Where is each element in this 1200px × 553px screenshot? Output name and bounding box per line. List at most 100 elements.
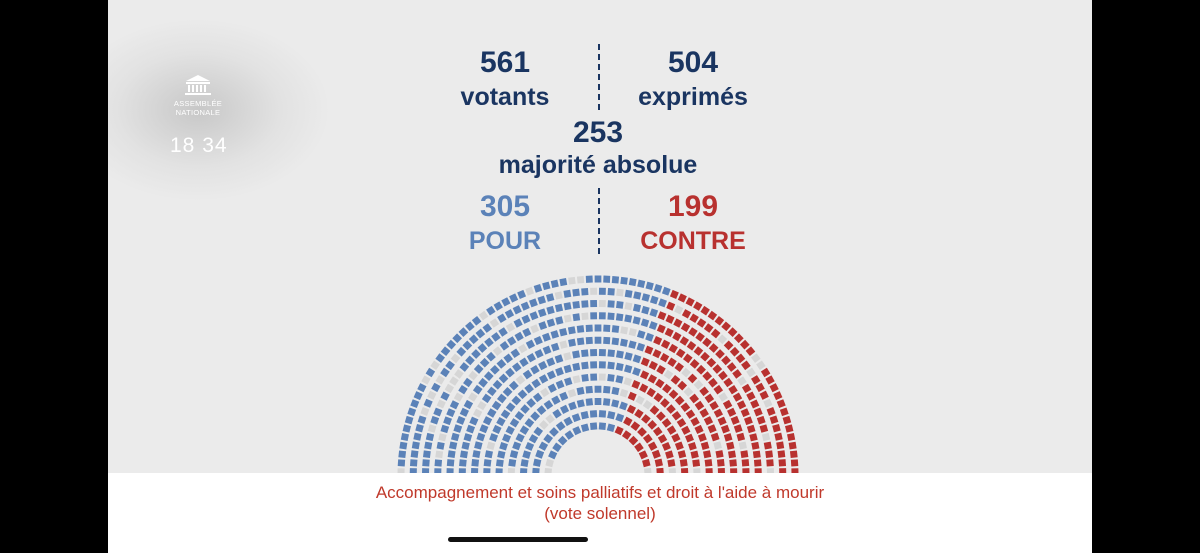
seat xyxy=(461,441,470,450)
seat xyxy=(477,400,487,411)
seat xyxy=(628,327,637,337)
seat xyxy=(572,313,581,322)
seat xyxy=(580,411,589,420)
seat xyxy=(536,405,547,416)
seat xyxy=(626,404,636,415)
seat xyxy=(688,327,698,337)
seat xyxy=(709,400,719,411)
seat xyxy=(680,402,691,412)
seat xyxy=(728,384,738,395)
seat xyxy=(567,388,577,398)
seat xyxy=(696,364,706,375)
seat xyxy=(666,425,677,435)
seat xyxy=(506,336,517,346)
seat xyxy=(433,407,443,417)
seat xyxy=(637,279,646,288)
seat xyxy=(624,289,633,298)
seat xyxy=(740,408,750,418)
seat xyxy=(756,415,766,425)
seat xyxy=(554,354,564,364)
seat xyxy=(774,432,783,441)
seat xyxy=(435,353,445,363)
seat xyxy=(468,334,479,345)
footer-banner: Accompagnement et soins palliatifs et dr… xyxy=(108,473,1092,553)
seat xyxy=(659,353,670,363)
seat xyxy=(736,432,746,442)
seat xyxy=(700,305,710,316)
seat xyxy=(512,305,522,315)
seat xyxy=(749,433,758,442)
seat xyxy=(585,324,593,332)
seat xyxy=(509,293,519,303)
seat xyxy=(496,393,507,404)
seat xyxy=(667,357,677,367)
seat xyxy=(481,393,492,404)
seat xyxy=(634,442,644,453)
seat xyxy=(543,433,554,444)
seat xyxy=(542,332,551,342)
seat xyxy=(752,450,761,459)
seat xyxy=(458,384,468,395)
seat xyxy=(674,395,685,406)
seat xyxy=(665,314,675,324)
seat xyxy=(666,404,676,414)
seat xyxy=(487,386,497,397)
seat xyxy=(410,450,419,458)
seat xyxy=(590,348,598,357)
seat xyxy=(524,383,534,394)
seat xyxy=(436,441,445,450)
seat xyxy=(471,459,480,467)
seat xyxy=(498,327,508,337)
seat xyxy=(695,332,705,342)
seat xyxy=(607,312,615,321)
seat xyxy=(559,278,568,287)
seat xyxy=(483,459,492,467)
seat xyxy=(653,335,663,346)
seat xyxy=(538,420,549,430)
seat xyxy=(602,398,611,406)
seat xyxy=(708,377,718,388)
seat xyxy=(501,297,511,307)
seat xyxy=(679,458,688,467)
seat xyxy=(512,441,522,451)
seat xyxy=(427,390,437,400)
seat xyxy=(576,399,585,408)
seat xyxy=(472,408,483,418)
seat xyxy=(760,367,771,378)
seat xyxy=(581,361,589,370)
seat xyxy=(755,382,765,393)
seat xyxy=(673,318,683,328)
seat xyxy=(450,432,460,442)
seat xyxy=(492,379,503,390)
seat xyxy=(656,365,666,375)
seat xyxy=(598,299,606,308)
seat xyxy=(440,391,450,401)
seat xyxy=(590,373,598,381)
seat xyxy=(641,414,651,424)
seat xyxy=(753,459,762,467)
seat xyxy=(615,375,624,384)
seat xyxy=(515,433,525,443)
seat xyxy=(417,383,427,393)
screen-glow xyxy=(108,20,328,200)
seat xyxy=(656,324,666,334)
seat xyxy=(590,299,598,308)
seat xyxy=(607,349,615,358)
seat xyxy=(751,441,760,450)
seat xyxy=(743,416,753,426)
seat xyxy=(680,322,691,333)
seat xyxy=(453,424,463,433)
seat xyxy=(790,459,799,467)
seat xyxy=(745,346,756,357)
seat xyxy=(571,413,581,423)
seat xyxy=(773,391,783,401)
seat xyxy=(712,364,723,374)
seat xyxy=(620,276,628,285)
seat xyxy=(624,314,633,323)
seat xyxy=(559,391,569,401)
seat xyxy=(723,433,733,442)
seat xyxy=(420,407,430,416)
seat xyxy=(576,337,585,346)
seat xyxy=(564,377,573,386)
seat xyxy=(681,425,691,435)
